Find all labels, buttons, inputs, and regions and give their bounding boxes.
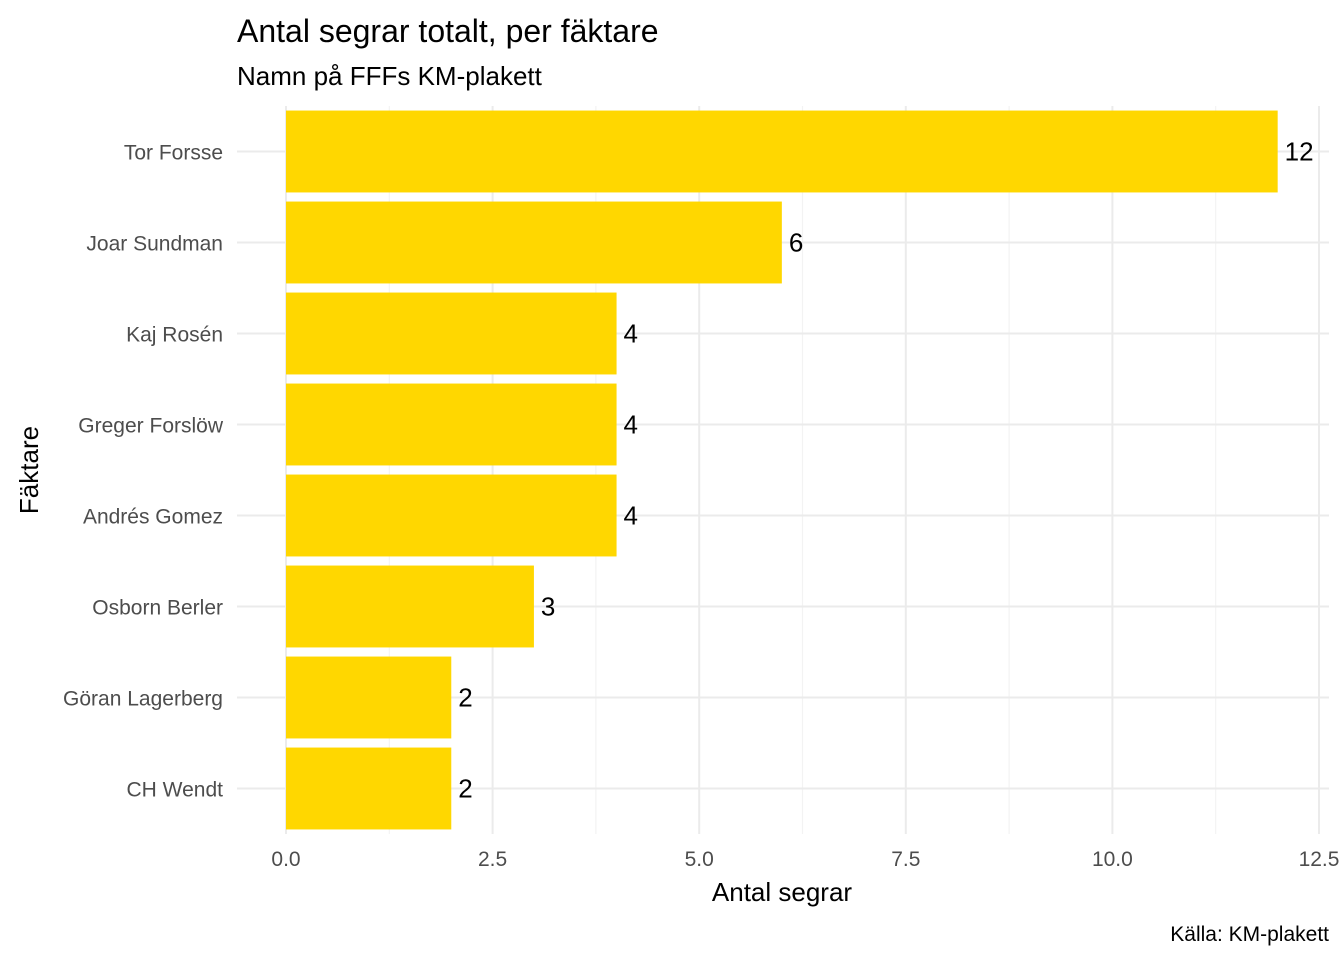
x-axis-tick-labels: 0.0 2.5 5.0 7.5 10.0 12.5 xyxy=(271,848,1339,871)
y-tick-label: Göran Lagerberg xyxy=(63,688,223,711)
bars xyxy=(286,110,1278,830)
y-axis-title: Fäktare xyxy=(14,426,44,514)
y-tick-label: Greger Forslöw xyxy=(78,415,224,438)
x-tick-label: 0.0 xyxy=(271,848,300,871)
x-tick-label: 5.0 xyxy=(685,848,714,871)
x-tick-label: 10.0 xyxy=(1092,848,1133,871)
bar xyxy=(286,474,617,557)
y-tick-label: Tor Forsse xyxy=(124,142,223,165)
data-labels: 12 6 4 4 4 3 2 2 xyxy=(458,137,1313,804)
y-axis-tick-labels: Tor Forsse Joar Sundman Kaj Rosén Greger Fo… xyxy=(63,142,224,802)
bar xyxy=(286,747,452,830)
x-tick-label: 7.5 xyxy=(891,848,920,871)
x-tick-label: 12.5 xyxy=(1299,848,1340,871)
data-label: 2 xyxy=(458,774,472,804)
bar xyxy=(286,110,1278,193)
x-axis-title: Antal segrar xyxy=(712,877,853,907)
y-tick-label: Joar Sundman xyxy=(86,233,223,256)
y-tick-label: Kaj Rosén xyxy=(126,324,223,347)
data-label: 6 xyxy=(789,228,803,258)
bar xyxy=(286,201,782,284)
data-label: 4 xyxy=(624,501,638,531)
x-tick-label: 2.5 xyxy=(478,848,507,871)
y-tick-label: CH Wendt xyxy=(127,779,224,802)
y-tick-label: Osborn Berler xyxy=(92,597,223,620)
data-label: 2 xyxy=(458,683,472,713)
data-label: 12 xyxy=(1285,137,1314,167)
bar xyxy=(286,565,534,648)
bar xyxy=(286,383,617,466)
y-tick-label: Andrés Gomez xyxy=(83,506,223,529)
bar xyxy=(286,292,617,375)
chart-title: Antal segrar totalt, per fäktare xyxy=(237,13,659,49)
chart-subtitle: Namn på FFFs KM-plakett xyxy=(237,61,543,91)
data-label: 3 xyxy=(541,592,555,622)
chart-caption: Källa: KM-plakett xyxy=(1170,923,1329,946)
data-label: 4 xyxy=(624,319,638,349)
bar xyxy=(286,656,452,739)
data-label: 4 xyxy=(624,410,638,440)
